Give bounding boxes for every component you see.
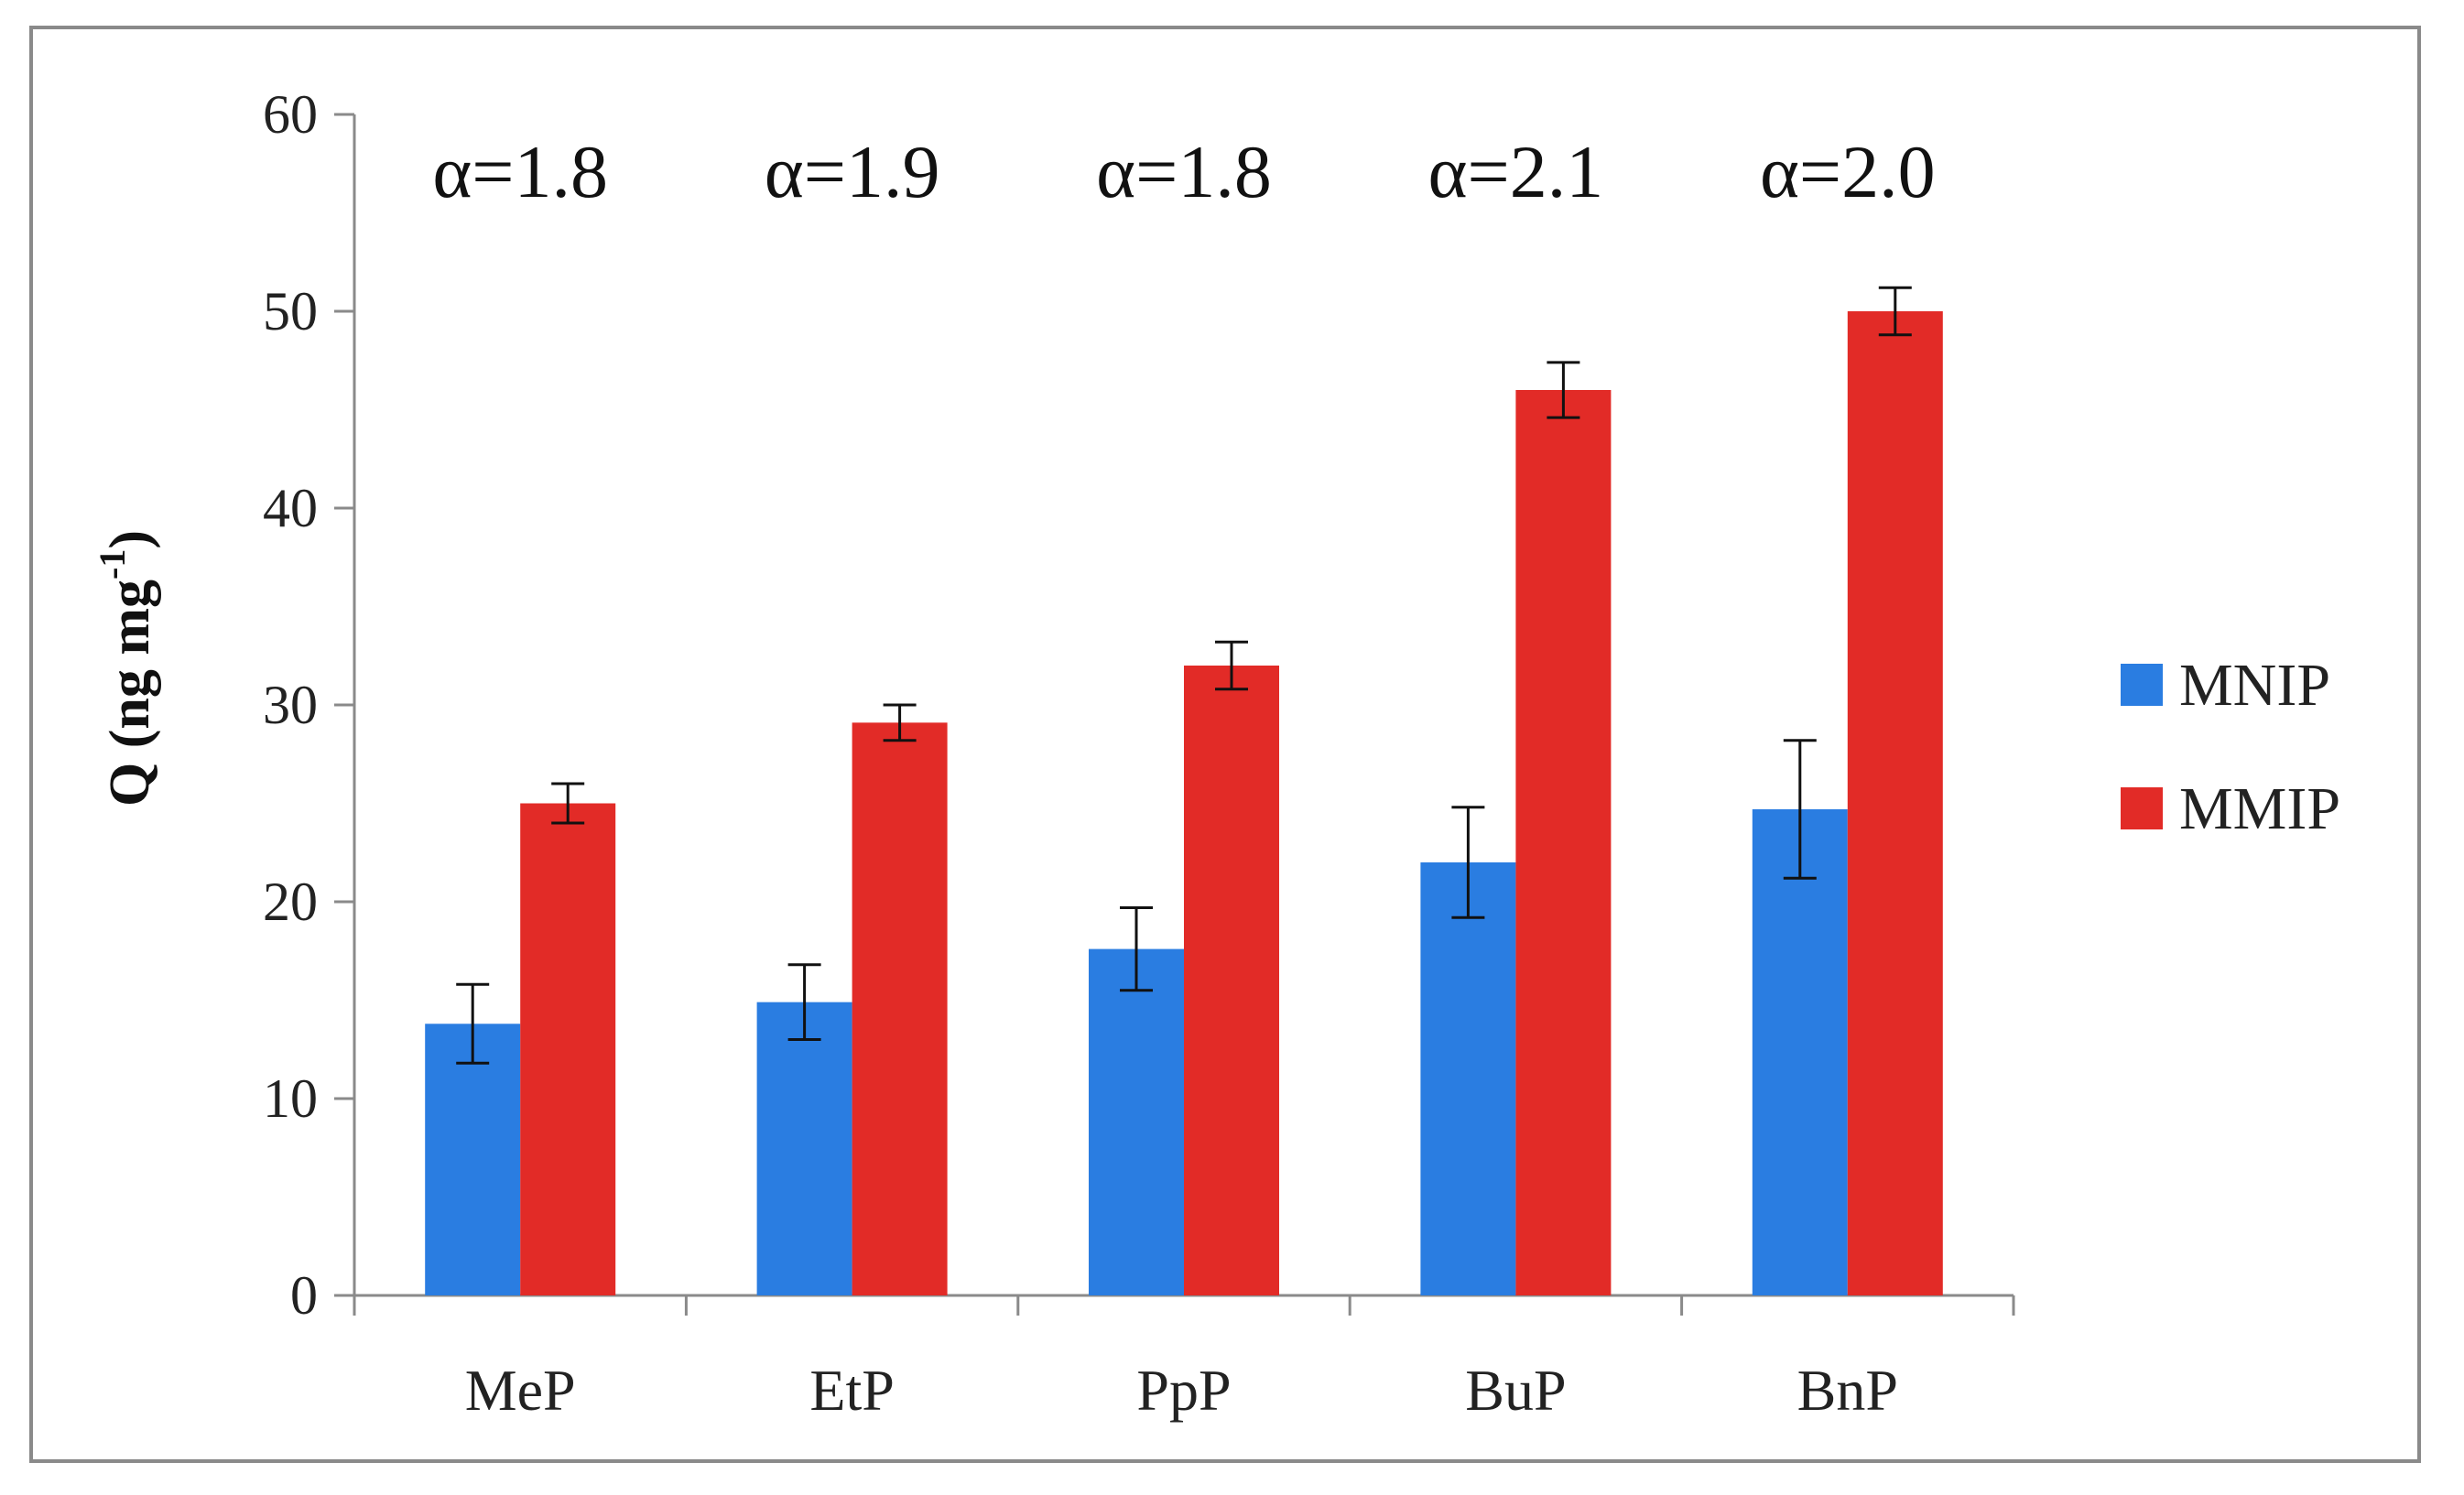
alpha-annotation: α=2.1 xyxy=(1428,130,1604,213)
y-tick-label: 0 xyxy=(290,1265,318,1326)
bar-mnip-bnp xyxy=(1752,808,1848,1295)
x-category-label: MeP xyxy=(465,1358,576,1423)
bar-mnip-ppp xyxy=(1089,948,1184,1295)
y-axis-title-text: Q (ng mg xyxy=(99,580,161,807)
alpha-annotation: α=1.9 xyxy=(765,130,940,213)
bar-mmip-bup xyxy=(1515,390,1612,1295)
bar-mmip-ppp xyxy=(1184,666,1279,1295)
legend-swatch-mnip xyxy=(2121,664,2163,706)
bar-mnip-etp xyxy=(756,1002,852,1295)
y-tick-label: 10 xyxy=(263,1068,318,1129)
y-axis-title: Q (ng mg-1) xyxy=(92,530,161,807)
y-tick-label: 20 xyxy=(263,872,318,932)
bar-mmip-bnp xyxy=(1847,311,1943,1295)
legend-label-mnip: MNIP xyxy=(2179,652,2330,719)
alpha-annotation: α=1.8 xyxy=(432,130,608,213)
y-tick-label: 30 xyxy=(263,675,318,735)
y-tick-label: 60 xyxy=(263,84,318,145)
x-category-label: BnP xyxy=(1797,1358,1898,1423)
x-category-label: EtP xyxy=(809,1358,894,1423)
svg-text:Q (ng mg-1): Q (ng mg-1) xyxy=(92,530,161,807)
x-category-label: PpP xyxy=(1136,1358,1231,1423)
legend-swatch-mmip xyxy=(2121,787,2163,829)
y-tick-label: 40 xyxy=(263,478,318,538)
bar-mmip-etp xyxy=(852,722,948,1295)
y-axis-title-superscript: -1 xyxy=(92,549,133,580)
bar-mmip-mep xyxy=(520,803,616,1295)
y-axis-title-close: ) xyxy=(99,530,161,549)
alpha-annotation: α=1.8 xyxy=(1096,130,1272,213)
bar-mnip-bup xyxy=(1420,862,1516,1295)
x-category-label: BuP xyxy=(1465,1358,1566,1423)
alpha-annotation: α=2.0 xyxy=(1760,130,1936,213)
legend-label-mmip: MMIP xyxy=(2179,775,2340,842)
plot-area: 0 10 20 30 40 50 60 MeP α=1.8 EtP α=1.9 PpP α=1.8 BuP… xyxy=(263,84,2340,1423)
bar-mnip-mep xyxy=(425,1024,521,1295)
y-tick-label: 50 xyxy=(263,281,318,341)
